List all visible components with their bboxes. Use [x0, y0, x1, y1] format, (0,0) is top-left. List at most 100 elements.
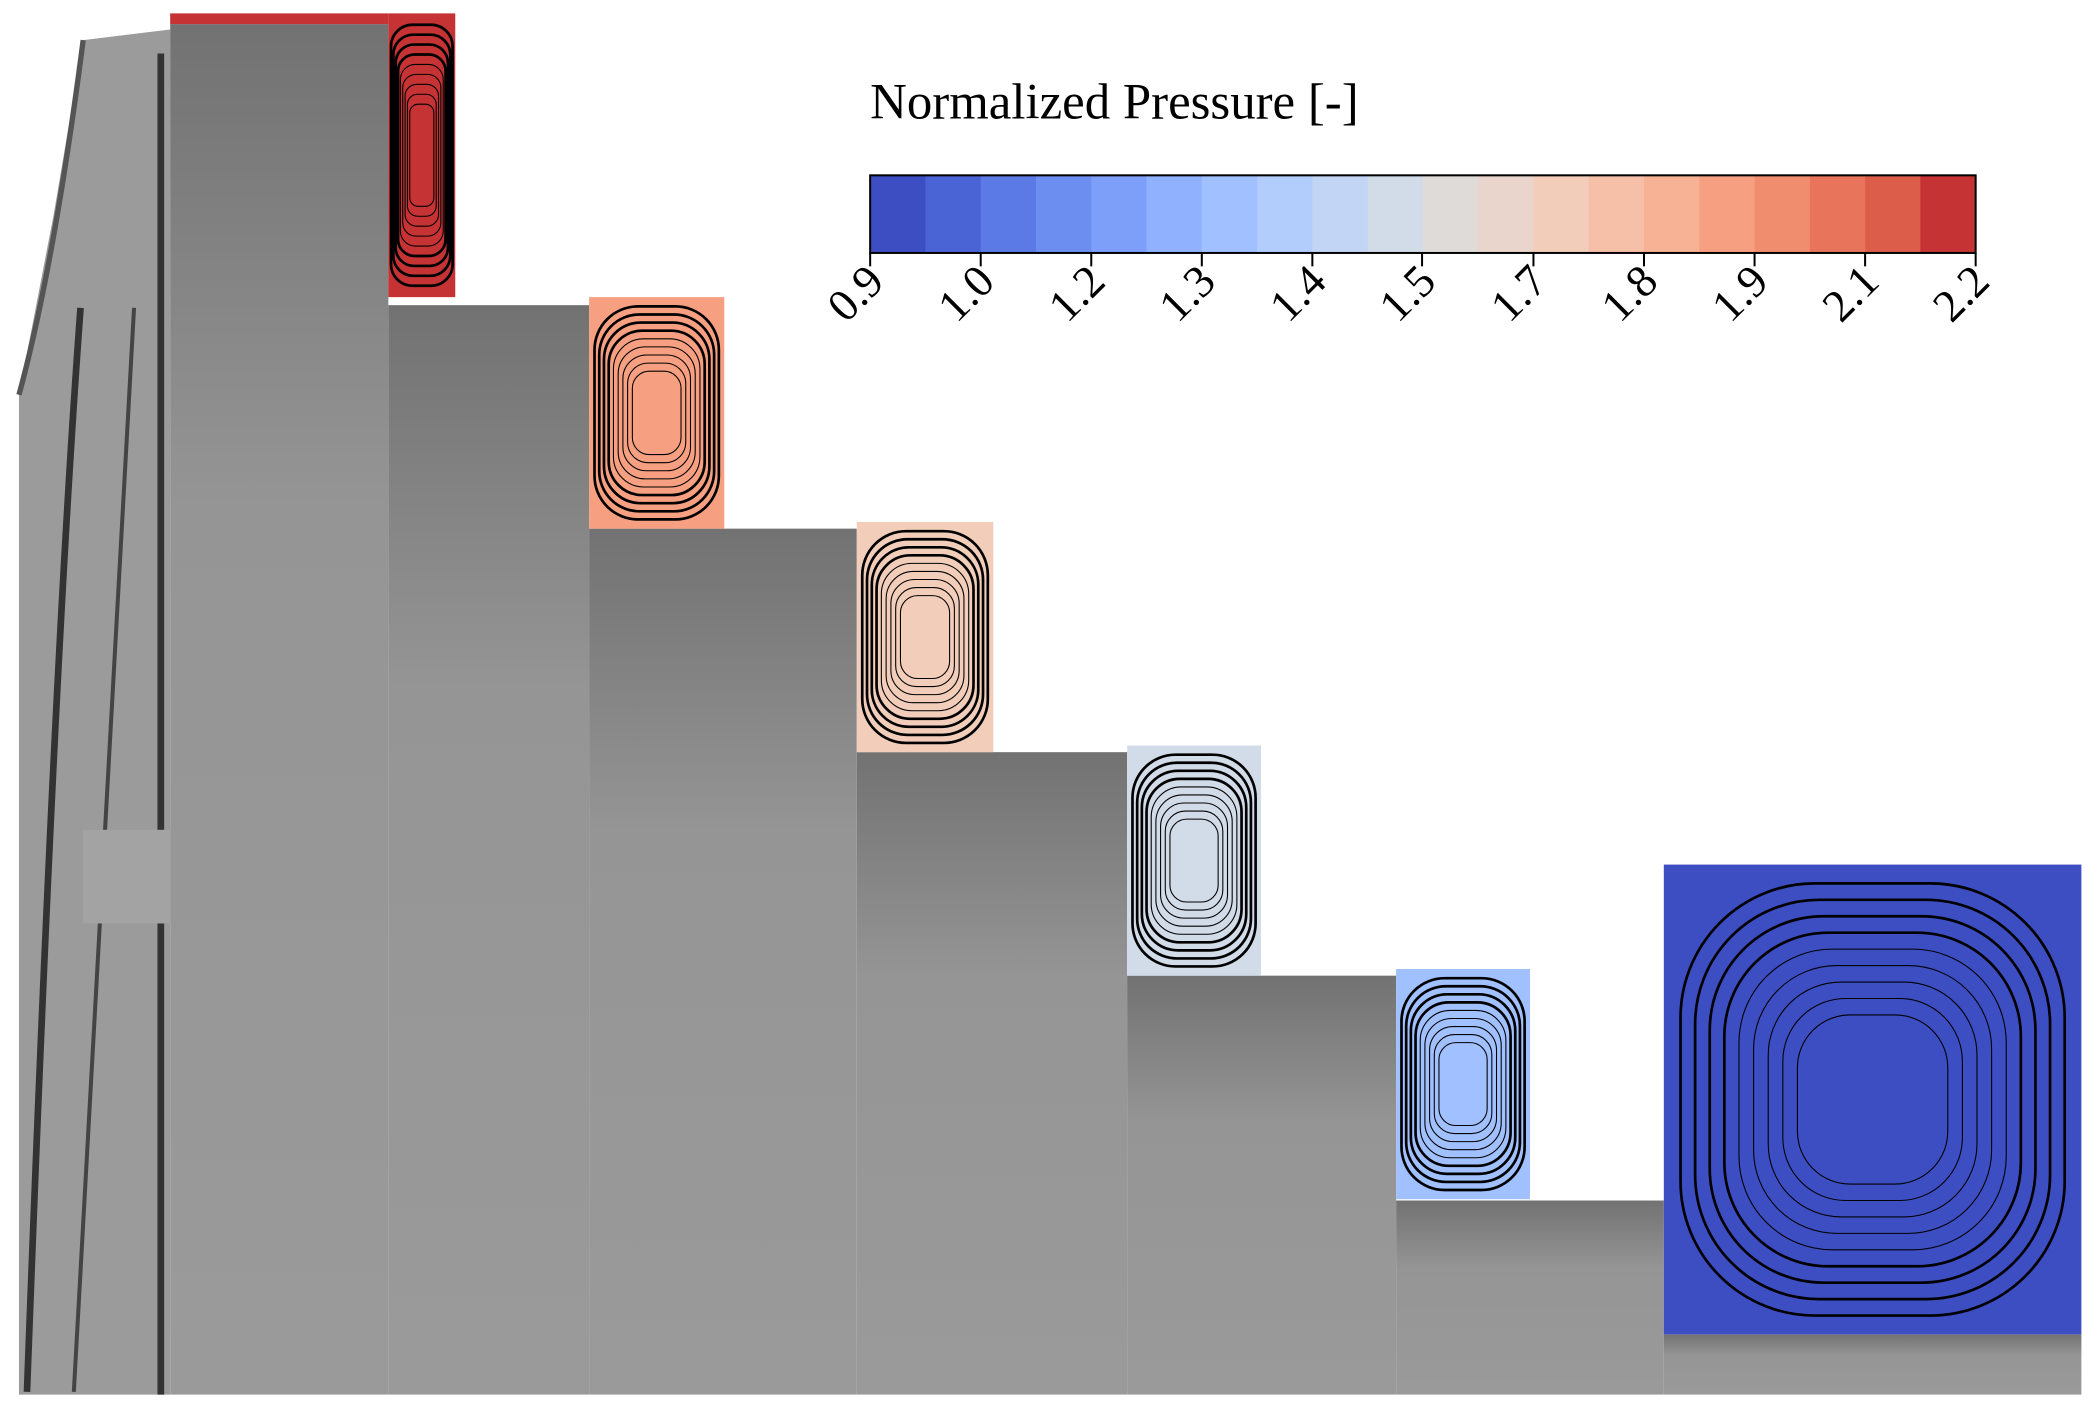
streamline: [1679, 882, 2067, 1317]
streamline: [627, 362, 687, 464]
streamline: [899, 595, 951, 680]
colorbar-band: [1312, 175, 1369, 253]
streamline: [617, 346, 696, 480]
step-block: [1663, 1334, 2082, 1395]
streamline: [1135, 761, 1253, 960]
streamline: [1723, 931, 2023, 1268]
colorbar-band: [1754, 175, 1811, 253]
colorbar: 0.9 1.0 1.2 1.3 1.4 1.5 1.7 1.8 1.9 2.1 2.2: [817, 174, 1999, 331]
colorbar-band: [1257, 175, 1314, 253]
colorbar-tick-label: 1.2: [1038, 255, 1114, 331]
streamline: [1693, 898, 2052, 1301]
streamline: [1782, 997, 1963, 1202]
streamline: [1164, 810, 1224, 911]
streamline: [1419, 1009, 1507, 1159]
steps: [170, 24, 2082, 1395]
streamline: [1155, 794, 1233, 927]
streamline: [1409, 992, 1517, 1176]
colorbar-tick-label: 2.2: [1923, 255, 1999, 331]
streamlines: [389, 23, 454, 288]
step-block: [589, 528, 857, 1395]
colorbar-band: [1920, 175, 1977, 253]
streamline: [1796, 1014, 1949, 1185]
colorbar-band: [1367, 175, 1424, 253]
streamline: [1131, 753, 1257, 968]
colorbar-band: [1478, 175, 1535, 253]
streamline: [1424, 1017, 1502, 1151]
colorbar-band: [1865, 175, 1922, 253]
colorbar-band: [980, 175, 1037, 253]
streamline: [631, 370, 682, 456]
colorbar-band: [1809, 175, 1866, 253]
streamline: [1433, 1034, 1493, 1135]
cavity-top-strip: [170, 13, 389, 25]
streamline: [597, 313, 716, 513]
step-block: [1127, 975, 1397, 1395]
streamline: [1400, 976, 1526, 1192]
streamline: [392, 33, 452, 278]
streamline: [895, 587, 955, 688]
colorbar-band: [1035, 175, 1092, 253]
streamlines: [1131, 753, 1257, 968]
streamline: [875, 554, 975, 721]
cavity: [1663, 864, 2082, 1335]
streamline: [1429, 1025, 1498, 1143]
colorbar-band: [1422, 175, 1479, 253]
colorbar-band: [1699, 175, 1756, 253]
streamline: [1404, 984, 1522, 1184]
streamline: [394, 43, 450, 268]
streamline: [1169, 818, 1219, 903]
colorbar-band: [925, 175, 982, 253]
colorbar-tick-label: 1.7: [1480, 255, 1556, 331]
colorbar-band: [1533, 175, 1590, 253]
streamline: [860, 529, 990, 745]
streamlines: [1679, 882, 2067, 1317]
streamline: [402, 73, 442, 237]
streamline: [406, 93, 437, 217]
streamline: [1150, 786, 1238, 935]
streamlines: [593, 305, 721, 521]
streamline: [396, 53, 447, 258]
colorbar-band: [1588, 175, 1645, 253]
streamline: [885, 570, 965, 704]
streamline: [865, 537, 985, 737]
cavities: [170, 13, 2082, 1335]
colorbar-tick-label: 0.9: [817, 255, 893, 331]
streamline: [1767, 981, 1978, 1218]
streamline: [607, 329, 707, 497]
streamline: [890, 578, 960, 696]
streamline: [1753, 965, 1993, 1234]
step-block: [856, 752, 1128, 1395]
streamline: [399, 63, 444, 247]
step-block: [1396, 1200, 1664, 1395]
step-block: [170, 24, 389, 1395]
colorbar-tick-label: 1.3: [1149, 255, 1225, 331]
streamline: [602, 321, 711, 505]
colorbar-tick-label: 2.1: [1812, 255, 1888, 331]
streamline: [593, 305, 721, 521]
streamline: [612, 338, 701, 488]
colorbar-tick-label: 1.4: [1259, 255, 1335, 331]
streamline: [870, 545, 980, 729]
colorbar-band: [1091, 175, 1148, 253]
colorbar-band: [1644, 175, 1700, 253]
streamline: [1140, 769, 1248, 952]
streamline: [389, 23, 454, 288]
streamline: [1438, 1042, 1488, 1127]
left-geometry: [16, 29, 171, 1395]
colorbar-title: Normalized Pressure [-]: [870, 74, 1358, 130]
colorbar-tick-label: 1.5: [1369, 255, 1445, 331]
streamlines: [1400, 976, 1526, 1192]
streamline: [1160, 802, 1229, 919]
streamlines: [860, 529, 990, 745]
colorbar-band: [1201, 175, 1258, 253]
streamline: [1738, 948, 2007, 1251]
colorbar-tick-label: 1.8: [1591, 255, 1667, 331]
streamline: [1145, 777, 1243, 944]
colorbar-tick-label: 1.0: [928, 255, 1004, 331]
streamline: [409, 103, 435, 207]
streamline: [1708, 914, 2037, 1285]
colorbar-tick-label: 1.9: [1701, 255, 1777, 331]
step-block: [388, 305, 590, 1395]
